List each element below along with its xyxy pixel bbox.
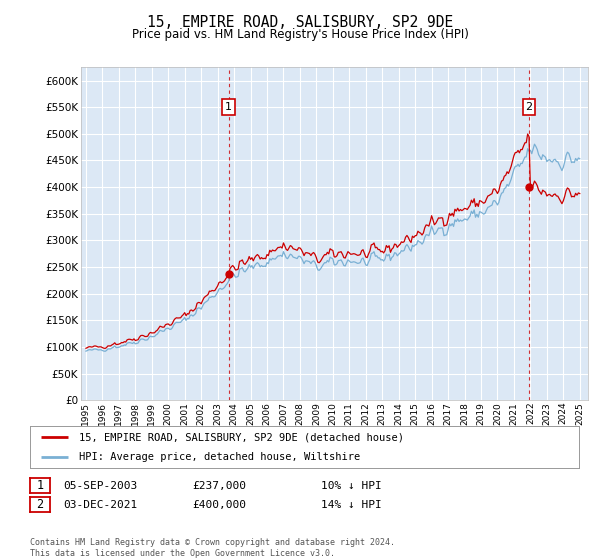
Text: 05-SEP-2003: 05-SEP-2003 [63, 480, 137, 491]
Text: 1: 1 [37, 479, 43, 492]
Text: 10% ↓ HPI: 10% ↓ HPI [321, 480, 382, 491]
Text: 15, EMPIRE ROAD, SALISBURY, SP2 9DE: 15, EMPIRE ROAD, SALISBURY, SP2 9DE [147, 15, 453, 30]
Text: 1: 1 [225, 102, 232, 112]
Text: Price paid vs. HM Land Registry's House Price Index (HPI): Price paid vs. HM Land Registry's House … [131, 28, 469, 41]
Text: 2: 2 [526, 102, 533, 112]
Text: £237,000: £237,000 [192, 480, 246, 491]
Text: Contains HM Land Registry data © Crown copyright and database right 2024.
This d: Contains HM Land Registry data © Crown c… [30, 538, 395, 558]
Text: £400,000: £400,000 [192, 500, 246, 510]
Text: HPI: Average price, detached house, Wiltshire: HPI: Average price, detached house, Wilt… [79, 452, 361, 462]
Text: 15, EMPIRE ROAD, SALISBURY, SP2 9DE (detached house): 15, EMPIRE ROAD, SALISBURY, SP2 9DE (det… [79, 432, 404, 442]
Text: 2: 2 [37, 498, 43, 511]
Text: 03-DEC-2021: 03-DEC-2021 [63, 500, 137, 510]
Text: 14% ↓ HPI: 14% ↓ HPI [321, 500, 382, 510]
